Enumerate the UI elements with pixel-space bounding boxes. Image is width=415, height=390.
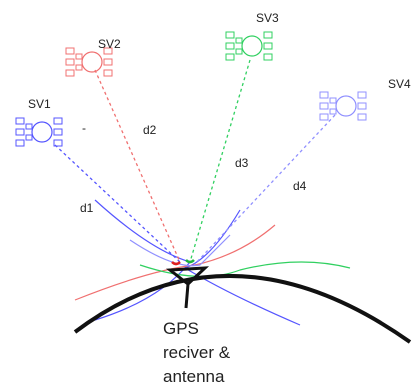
distance-label: d3: [235, 156, 249, 170]
satellite-icon: [320, 92, 366, 120]
satellite-label: SV1: [28, 97, 51, 111]
fix-marker: [172, 262, 180, 264]
gps-diagram: - SV1 SV2 SV3 SV4 d1 d2 d3 d4 GPS recive…: [0, 0, 415, 390]
satellite-label: SV3: [256, 11, 279, 25]
satellite-label: SV4: [388, 77, 411, 91]
receiver-label: antenna: [163, 367, 225, 386]
antenna-mast: [186, 284, 188, 308]
satellite-label: SV2: [98, 37, 121, 51]
receiver-label: GPS: [163, 319, 199, 338]
distance-label: d2: [143, 123, 157, 137]
satellite-icon: [16, 118, 62, 146]
satellite-icon: [226, 32, 272, 60]
distance-label: d4: [293, 179, 307, 193]
satellite-icon: [66, 48, 112, 76]
distance-lines: [55, 60, 335, 264]
fix-marker: [186, 260, 194, 262]
distance-label: d1: [80, 201, 94, 215]
receiver-label: reciver &: [163, 343, 231, 362]
dash-mark: -: [82, 121, 86, 135]
